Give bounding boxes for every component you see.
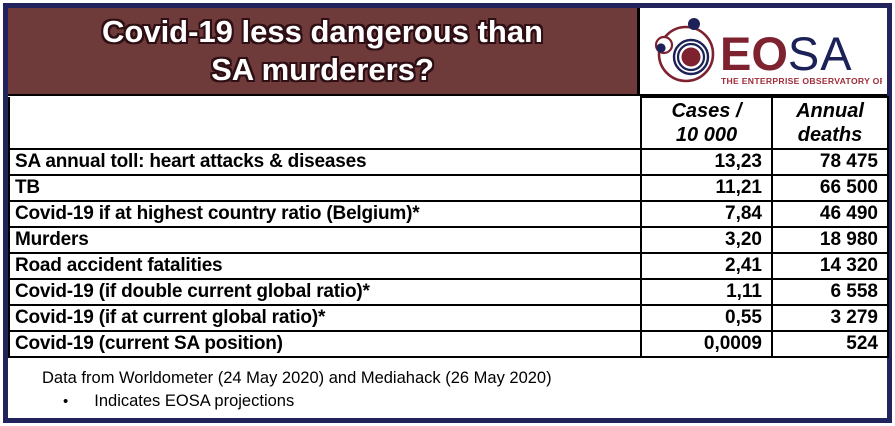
cases-cell: 0,0009 [640,330,773,358]
table-row: Road accident fatalities 2,41 14 320 [8,252,889,280]
header-band: Covid-19 less dangerous than SA murderer… [8,8,887,96]
deaths-cell: 524 [771,330,889,358]
col-header-deaths: Annual deaths [771,96,889,150]
title-block: Covid-19 less dangerous than SA murderer… [8,8,640,94]
col-header-cases: Cases / 10 000 [640,96,773,150]
table-row: Covid-19 (current SA position) 0,0009 52… [8,330,889,358]
table-row: Murders 3,20 18 980 [8,226,889,254]
deaths-cell: 18 980 [771,226,889,254]
eosa-logo-graphic: EOSA THE ENTERPRISE OBSERVATORY OF SA [654,18,882,86]
eosa-logo: EOSA THE ENTERPRISE OBSERVATORY OF SA [640,8,887,94]
page-title-line2: SA murderers? [211,52,434,87]
deaths-table: Cases / 10 000 Annual deaths SA annual t… [8,96,889,358]
col-header-cases-line1: Cases / [671,100,742,122]
page-title-line1: Covid-19 less dangerous than [102,14,543,49]
bullet-icon: • [63,393,69,410]
eosa-orbit-icon [654,18,714,83]
deaths-cell: 46 490 [771,200,889,228]
deaths-cell: 6 558 [771,278,889,306]
deaths-cell: 14 320 [771,252,889,280]
table-header-row: Cases / 10 000 Annual deaths [8,96,889,150]
row-label-cell: Covid-19 (if double current global ratio… [8,278,642,306]
row-label-cell: Covid-19 if at highest country ratio (Be… [8,200,642,228]
eosa-wordmark: EOSA [720,27,853,80]
table-row: SA annual toll: heart attacks & diseases… [8,148,889,176]
table-row: Covid-19 (if at current global ratio)* 0… [8,304,889,332]
deaths-cell: 78 475 [771,148,889,176]
deaths-cell: 66 500 [771,174,889,202]
col-header-deaths-line1: Annual [796,100,864,122]
page-frame: Covid-19 less dangerous than SA murderer… [3,3,892,423]
deaths-cell: 3 279 [771,304,889,332]
table-row: Covid-19 (if double current global ratio… [8,278,889,306]
row-label-cell: TB [8,174,642,202]
cases-cell: 7,84 [640,200,773,228]
table-row: Covid-19 if at highest country ratio (Be… [8,200,889,228]
cases-cell: 3,20 [640,226,773,254]
col-header-cases-line2: 10 000 [675,124,738,146]
footer: Data from Worldometer (24 May 2020) and … [8,358,887,418]
row-label-cell: Murders [8,226,642,254]
row-label-cell: Covid-19 (current SA position) [8,330,642,358]
cases-cell: 1,11 [640,278,773,306]
footnote-text: Indicates EOSA projections [94,392,295,410]
col-header-deaths-line2: deaths [797,124,863,146]
empty-header-cell [8,97,642,150]
eosa-wordmark-eo: EO [720,27,788,80]
cases-cell: 11,21 [640,174,773,202]
data-source-text: Data from Worldometer (24 May 2020) and … [42,369,552,387]
row-label-cell: Covid-19 (if at current global ratio)* [8,304,642,332]
cases-cell: 13,23 [640,148,773,176]
eosa-wordmark-sa: SA [787,27,852,80]
cases-cell: 2,41 [640,252,773,280]
row-label-cell: Road accident fatalities [8,252,642,280]
eosa-tagline: THE ENTERPRISE OBSERVATORY OF SA [721,76,882,86]
row-label-cell: SA annual toll: heart attacks & diseases [8,148,642,176]
footnote-row: • Indicates EOSA projections [63,392,877,411]
table-row: TB 11,21 66 500 [8,174,889,202]
cases-cell: 0,55 [640,304,773,332]
